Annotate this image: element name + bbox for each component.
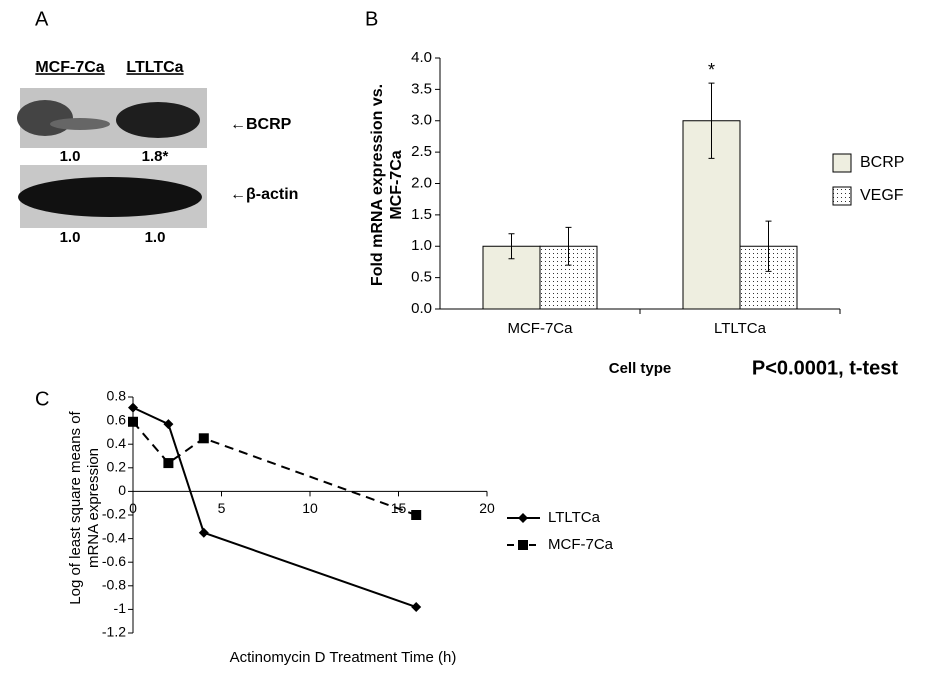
y-tick-label: -0.8 [102,577,126,593]
annotation: P<0.0001, t-test [752,357,899,379]
legend-label: LTLTCa [548,509,601,526]
marker [163,419,174,430]
y-tick-label: 3.5 [411,80,432,97]
legend-label: VEGF [860,187,904,204]
x-axis-label: Cell type [609,360,672,377]
y-tick-label: -0.6 [102,553,126,569]
band-value: 1.8* [142,148,169,165]
y-tick-label: 0.5 [411,269,432,286]
line [132,421,417,516]
y-tick-label: 1.0 [411,237,432,254]
error-bar [765,220,772,272]
y-tick-label: 2.5 [411,143,432,160]
y-tick-label: 0.8 [107,388,127,404]
legend-label: BCRP [860,154,904,171]
marker [198,433,209,444]
band [17,100,73,136]
error-bar [508,233,515,260]
significance: * [708,60,715,80]
x-tick-label: 10 [302,500,318,516]
y-tick-label: 0.0 [411,300,432,317]
band-label: ←BCRP [230,116,292,133]
marker [128,416,138,427]
legend-marker [518,513,528,523]
x-tick-label: LTLTCa [714,320,767,337]
y-tick-label: -1.2 [102,624,126,640]
x-tick-label: 0 [129,500,137,516]
x-tick-label: 5 [218,500,226,516]
legend-swatch [832,153,852,173]
lane-label: LTLTCa [126,59,183,76]
line [132,406,417,608]
legend-label: MCF-7Ca [548,536,614,553]
band [50,118,110,130]
panel-label: A [35,8,49,30]
y-tick-label: 0.4 [107,435,127,451]
y-tick-label: 0.6 [107,411,127,427]
legend-swatch [832,186,852,206]
legend-marker [518,540,528,550]
band [116,102,200,138]
y-tick-label: 4.0 [411,49,432,66]
lane-label: MCF-7Ca [35,59,104,76]
marker [411,510,422,520]
y-tick-label: -0.2 [102,506,126,522]
panel-label: C [35,388,49,410]
y-tick-label: -0.4 [102,529,126,545]
marker [163,458,174,469]
y-axis-label: Log of least square means of mRNA expres… [67,411,102,605]
x-axis-label: Actinomycin D Treatment Time (h) [230,649,457,666]
y-tick-label: 2.0 [411,174,432,191]
y-tick-label: 1.5 [411,206,432,223]
y-tick-label: 0.2 [107,459,127,475]
y-tick-label: 3.0 [411,112,432,129]
panel-label: B [365,8,378,30]
x-tick-label: 20 [479,500,495,516]
band-value: 1.0 [145,229,166,246]
band-value: 1.0 [60,148,81,165]
marker [128,402,138,413]
x-tick-label: MCF-7Ca [507,320,573,337]
error-bar [565,226,572,266]
band-value: 1.0 [60,229,81,246]
error-bar [708,82,715,159]
band [18,177,202,217]
y-tick-label: 0 [118,482,126,498]
band-label: ←β-actin [230,186,298,203]
marker [411,602,422,613]
marker [198,527,209,538]
y-tick-label: -1 [114,600,127,616]
y-axis-label: Fold mRNA expression vs. MCF-7Ca [369,83,405,287]
